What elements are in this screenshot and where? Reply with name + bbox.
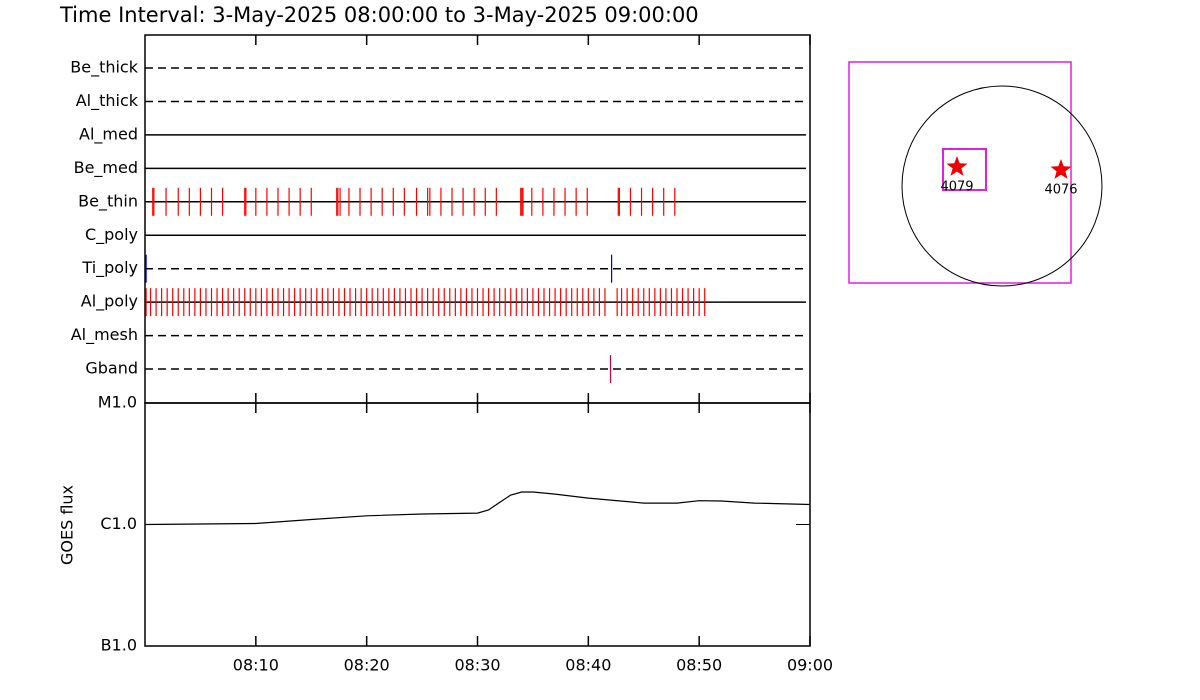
timeline-frame [144,34,811,404]
target-box [942,148,987,191]
row-label: Al_med [79,124,138,144]
y-axis-label: GOES flux [58,485,77,565]
x-tick-label: 09:00 [787,656,833,675]
x-tick-label: 08:40 [565,656,611,675]
row-label: Al_thick [76,91,139,111]
region-star [1050,159,1072,179]
region-label: 4079 [940,180,973,195]
y-tick-label: B1.0 [101,636,137,655]
solar-disk [901,85,1103,287]
x-tick-label: 08:30 [454,656,500,675]
y-tick-label: M1.0 [98,393,137,412]
row-label: Be_thin [78,191,138,211]
x-tick-label: 08:50 [676,656,722,675]
x-tick-label: 08:20 [344,656,390,675]
row-label: Gband [85,359,138,378]
row-label: Be_thick [70,58,138,78]
chart-title: Time Interval: 3-May-2025 08:00:00 to 3-… [59,3,699,27]
row-label: Be_med [74,158,138,178]
goes-frame [144,402,811,647]
fov-box [848,61,1072,284]
goes-curve [144,491,811,526]
row-label: C_poly [85,225,138,245]
y-tick-label: C1.0 [100,514,137,533]
x-tick-label: 08:10 [233,656,279,675]
row-label: Al_poly [81,292,138,312]
row-label: Ti_poly [81,258,138,278]
region-label: 4076 [1044,183,1077,198]
row-label: Al_mesh [71,325,138,345]
region-star [946,156,968,176]
